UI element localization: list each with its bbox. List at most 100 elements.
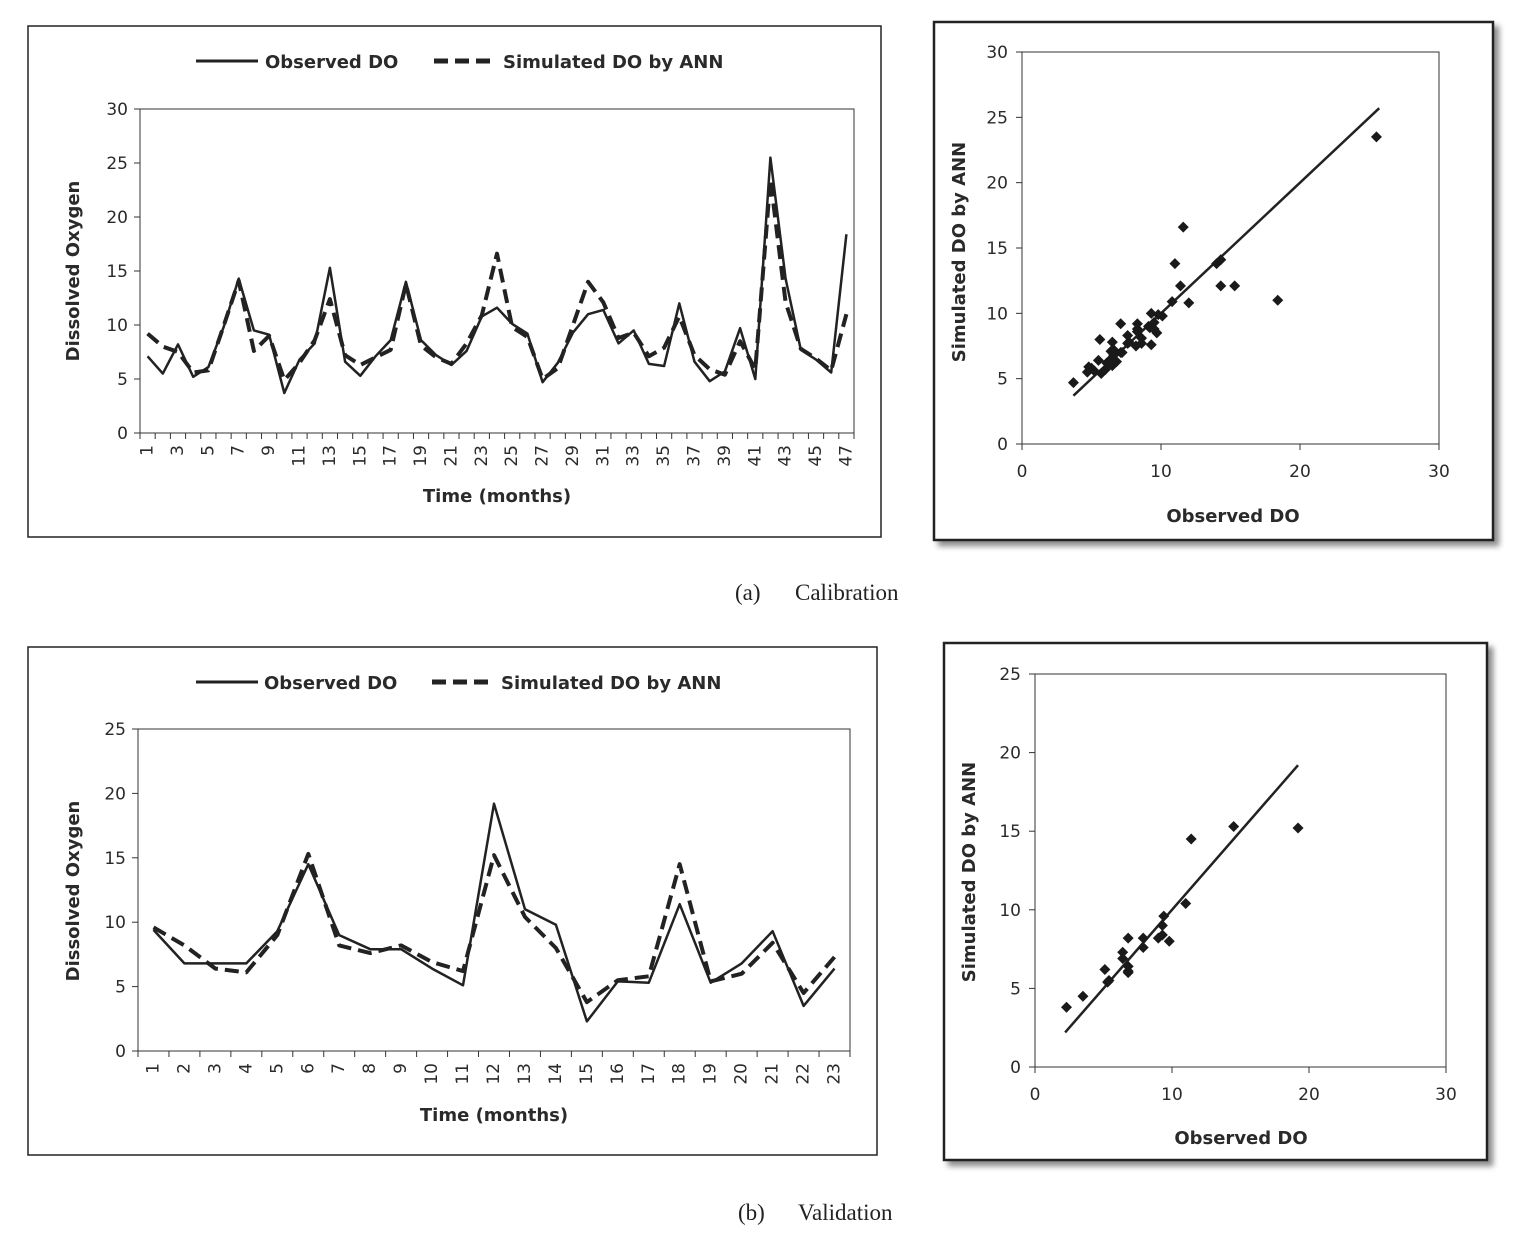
x-tick-label: 3	[168, 445, 188, 456]
y-tick-label: 20	[986, 174, 1008, 194]
x-tick-label: 5	[267, 1063, 287, 1074]
scatter-point	[1099, 964, 1111, 976]
scatter-point	[1094, 333, 1106, 345]
scatter-point	[1272, 294, 1284, 306]
x-tick-label: 12	[484, 1063, 504, 1085]
calibration-timeseries-chart: Observed DO Simulated DO by ANN 05101520…	[27, 25, 882, 538]
y-tick-label: 10	[104, 913, 126, 933]
scatter-point	[1092, 354, 1104, 366]
scatter-point	[1137, 932, 1149, 944]
y-tick-label: 25	[106, 154, 128, 174]
scatter-point	[1115, 318, 1127, 330]
y-tick-label: 0	[1010, 1058, 1021, 1078]
legend-label-simulated: Simulated DO by ANN	[501, 673, 721, 694]
caption-b-label: (b)	[738, 1200, 765, 1225]
scatter-point	[1174, 280, 1186, 292]
legend: Observed DO Simulated DO by ANN	[196, 673, 721, 694]
scatter-points	[1067, 131, 1382, 389]
scatter-point	[1103, 975, 1115, 987]
x-tick-label: 16	[608, 1063, 628, 1085]
scatter-point	[1211, 258, 1223, 270]
plot-area	[137, 728, 851, 1052]
legend-label-observed: Observed DO	[264, 673, 397, 694]
scatter-point	[1116, 347, 1128, 359]
scatter-point	[1180, 898, 1192, 910]
scatter-point	[1156, 920, 1168, 932]
series-line-simulated	[146, 177, 849, 383]
x-tick-label: 14	[546, 1063, 566, 1085]
trend-line	[1064, 764, 1299, 1034]
x-tick-label: 7	[329, 1063, 349, 1074]
x-tick-label: 6	[298, 1063, 318, 1074]
x-tick-labels: 1 2 3 4 5 6 7 8 9 10 11 12 13 14 15 16 17 18 19 20 21 22 23	[137, 1051, 851, 1085]
x-tick-labels: 0 10 20 30	[1030, 1067, 1457, 1105]
x-tick-label: 1	[138, 445, 158, 456]
x-tick-label: 9	[259, 445, 279, 456]
scatter-point	[1166, 296, 1178, 308]
x-tick-label: 27	[533, 445, 553, 467]
scatter-point	[1292, 822, 1304, 834]
series-lines	[152, 802, 837, 1023]
y-tick-label: 30	[106, 100, 128, 120]
validation-timeseries-chart: Observed DO Simulated DO by ANN 05101520…	[27, 646, 878, 1156]
scatter-point	[1177, 221, 1189, 233]
y-tick-labels: 0 5 10 15 20 25	[999, 665, 1035, 1078]
y-tick-label: 5	[115, 978, 126, 998]
legend-label-simulated: Simulated DO by ANN	[503, 52, 723, 73]
caption-a-label: (a)	[735, 580, 761, 605]
scatter-point	[1131, 318, 1143, 330]
x-tick-label: 19	[701, 1063, 721, 1085]
x-tick-label: 33	[624, 445, 644, 467]
series-line-observed	[152, 802, 836, 1023]
series-line-observed	[146, 156, 848, 395]
scatter-point	[1111, 356, 1123, 368]
scatter-point	[1228, 820, 1240, 832]
scatter-point	[1183, 297, 1195, 309]
scatter-point	[1158, 910, 1170, 922]
x-tick-label: 39	[715, 445, 735, 467]
x-tick-labels: 0 10 20 30	[1017, 444, 1450, 482]
scatter-point	[1122, 932, 1134, 944]
y-axis-label: Simulated DO by ANN	[959, 762, 980, 982]
x-tick-label: 15	[350, 445, 370, 467]
scatter-point	[1229, 280, 1241, 292]
y-tick-label: 25	[104, 720, 126, 740]
scatter-point	[1156, 310, 1168, 322]
x-tick-label: 22	[794, 1063, 814, 1085]
x-axis-label: Observed DO	[1174, 1128, 1307, 1149]
x-tick-label: 0	[1017, 462, 1028, 482]
scatter-points	[1061, 820, 1304, 1013]
y-tick-label: 5	[1010, 979, 1021, 999]
x-tick-label: 25	[502, 445, 522, 467]
x-tick-label: 13	[515, 1063, 535, 1085]
y-tick-labels: 0 5 10 15 20 25 30	[986, 43, 1022, 455]
series-lines	[146, 156, 849, 395]
x-tick-label: 1	[143, 1063, 163, 1074]
scatter-point	[1077, 990, 1089, 1002]
y-tick-label: 25	[986, 108, 1008, 128]
x-tick-label: 9	[391, 1063, 411, 1074]
x-tick-label: 30	[1435, 1085, 1457, 1105]
chart-frame	[27, 25, 882, 538]
y-tick-label: 10	[106, 316, 128, 336]
y-tick-label: 30	[986, 43, 1008, 63]
plot-area	[1034, 673, 1447, 1068]
scatter-point	[1067, 377, 1079, 389]
x-tick-label: 45	[806, 445, 826, 467]
x-tick-label: 20	[732, 1063, 752, 1085]
y-tick-label: 20	[106, 208, 128, 228]
x-tick-label: 17	[381, 445, 401, 467]
x-axis-label: Time (months)	[420, 1105, 568, 1126]
y-axis-label: Dissolved Oxygen	[63, 181, 84, 362]
x-tick-label: 29	[563, 445, 583, 467]
x-tick-label: 7	[229, 445, 249, 456]
y-axis-label: Dissolved Oxygen	[63, 801, 84, 982]
y-tick-label: 10	[999, 901, 1021, 921]
x-tick-label: 17	[639, 1063, 659, 1085]
y-tick-label: 0	[997, 435, 1008, 455]
scatter-point	[1151, 327, 1163, 339]
scatter-point	[1061, 1001, 1073, 1013]
x-tick-label: 15	[577, 1063, 597, 1085]
fit-line	[1072, 107, 1381, 397]
scatter-point	[1117, 946, 1129, 958]
